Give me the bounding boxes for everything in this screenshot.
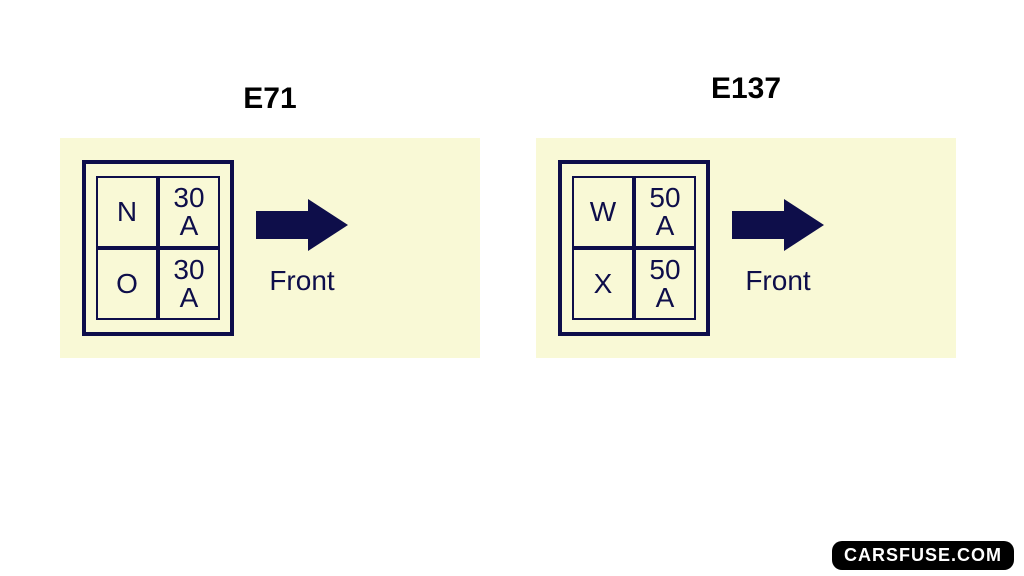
front-label-right: Front (745, 265, 810, 297)
fuse-cell-label: X (594, 270, 613, 298)
direction-indicator-left: Front (256, 199, 348, 297)
arrow-right-icon (256, 199, 348, 251)
direction-indicator-right: Front (732, 199, 824, 297)
fuse-cell-line1: 50 (649, 256, 680, 284)
fuse-cell-right-bl: X (572, 248, 634, 320)
front-label-left: Front (269, 265, 334, 297)
fuse-cell-line2: A (656, 284, 675, 312)
fuse-cell-line2: A (656, 212, 675, 240)
panel-body-right: W 50 A X 50 A Front (536, 138, 956, 358)
fuse-panel-right: E137 W 50 A X 50 A (536, 82, 956, 358)
fuse-grid-left: N 30 A O 30 A (96, 176, 220, 320)
fuse-panel-left: E71 N 30 A O 30 A (60, 82, 480, 358)
panel-title-right: E137 (536, 72, 956, 106)
fuse-cell-line1: 50 (649, 184, 680, 212)
panel-title-left: E71 (60, 82, 480, 116)
fuse-grid-right: W 50 A X 50 A (572, 176, 696, 320)
fuse-cell-left-br: 30 A (158, 248, 220, 320)
fuse-cell-label: W (590, 198, 616, 226)
panel-body-left: N 30 A O 30 A Front (60, 138, 480, 358)
fuse-cell-line2: A (180, 284, 199, 312)
arrow-right-icon (732, 199, 824, 251)
fuse-cell-right-tr: 50 A (634, 176, 696, 248)
fuse-cell-left-tr: 30 A (158, 176, 220, 248)
fuse-cell-right-tl: W (572, 176, 634, 248)
fuse-cell-left-bl: O (96, 248, 158, 320)
fuse-box-left: N 30 A O 30 A (82, 160, 234, 336)
fuse-cell-label: N (117, 198, 137, 226)
fuse-cell-label: O (116, 270, 138, 298)
fuse-cell-line2: A (180, 212, 199, 240)
fuse-cell-right-br: 50 A (634, 248, 696, 320)
fuse-box-right: W 50 A X 50 A (558, 160, 710, 336)
fuse-cell-line1: 30 (173, 184, 204, 212)
fuse-cell-left-tl: N (96, 176, 158, 248)
watermark-badge: CARSFUSE.COM (832, 541, 1014, 570)
fuse-cell-line1: 30 (173, 256, 204, 284)
